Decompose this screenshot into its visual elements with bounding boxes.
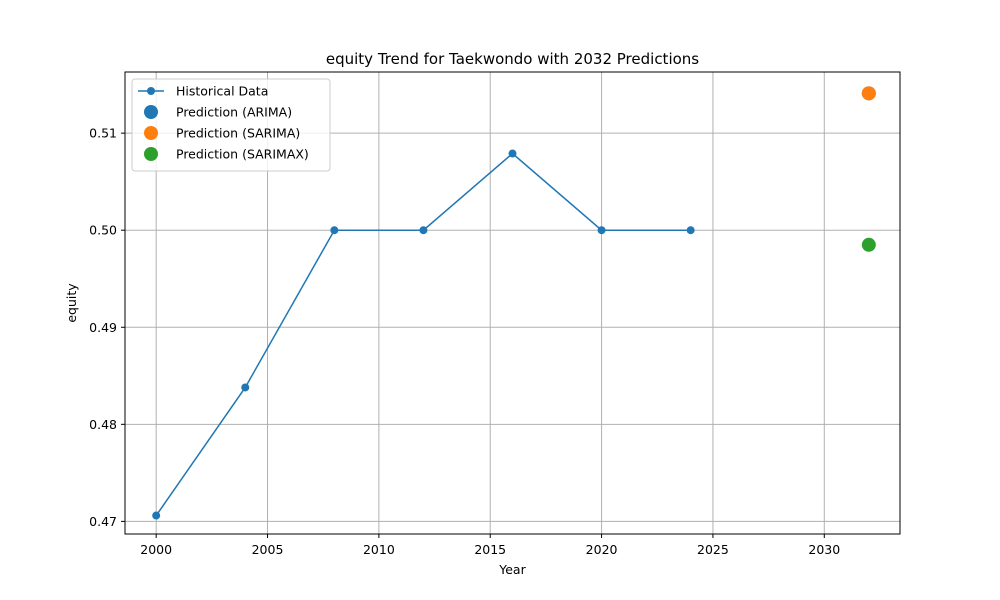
axis-ticks: 2000 2005 2010 2015 2020 2025 2030 0.47 0.48 0.49…: [89, 126, 840, 557]
prediction-point-prediction-sarimax: [861, 237, 876, 252]
legend-entry-label: Prediction (ARIMA): [176, 105, 292, 120]
x-axis-label: Year: [498, 562, 526, 577]
x-tick-label: 2015: [474, 542, 506, 557]
chart-title: equity Trend for Taekwondo with 2032 Pre…: [326, 50, 699, 68]
y-axis-label: equity: [64, 283, 79, 323]
historical-data-point: [152, 511, 161, 520]
legend-marker-swatch: [144, 105, 158, 119]
x-tick-label: 2010: [363, 542, 395, 557]
x-tick-label: 2000: [140, 542, 172, 557]
x-tick-label: 2025: [697, 542, 729, 557]
legend-entry-label: Prediction (SARIMA): [176, 126, 300, 141]
legend-box: [131, 78, 331, 172]
plot-series: [152, 86, 876, 520]
legend-marker-swatch: [147, 87, 155, 95]
legend-entry-label: Historical Data: [176, 84, 268, 99]
x-tick-label: 2020: [586, 542, 618, 557]
historical-data-point: [330, 226, 339, 235]
plot-frame: [124, 71, 901, 535]
legend: Historical Data Prediction (ARIMA) Predict…: [131, 78, 331, 172]
prediction-point-prediction-sarima: [861, 86, 876, 101]
y-tick-label: 0.50: [89, 223, 117, 238]
grid: [125, 72, 900, 534]
legend-entry-label: Prediction (SARIMAX): [176, 147, 309, 162]
y-tick-label: 0.51: [89, 126, 117, 141]
x-tick-label: 2030: [808, 542, 840, 557]
y-tick-label: 0.49: [89, 320, 117, 335]
y-tick-label: 0.47: [89, 514, 117, 529]
x-tick-label: 2005: [252, 542, 284, 557]
y-tick-label: 0.48: [89, 417, 117, 432]
historical-data-point: [419, 226, 428, 235]
legend-marker-swatch: [144, 147, 158, 161]
historical-data-point: [241, 383, 250, 392]
historical-data-point: [597, 226, 606, 235]
legend-marker-swatch: [144, 126, 158, 140]
historical-data-point: [686, 226, 695, 235]
historical-data-point: [508, 149, 517, 158]
